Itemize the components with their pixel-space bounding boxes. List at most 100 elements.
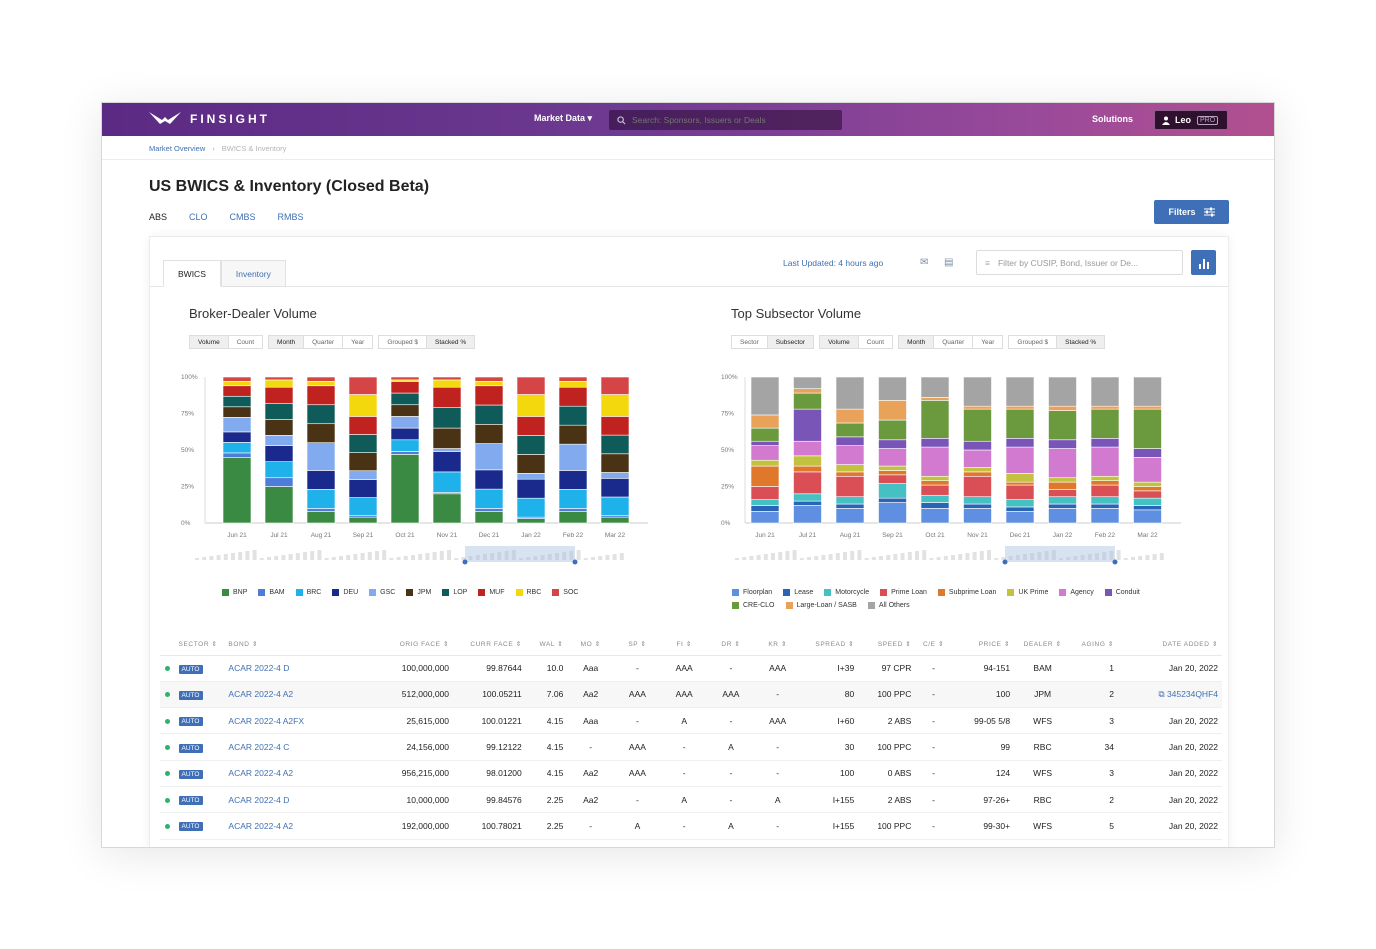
toggle-charts-button[interactable] [1191,250,1216,275]
email-icon[interactable]: ✉ [920,257,929,268]
legend-item[interactable]: All Others [867,602,910,609]
column-header-spread[interactable]: SPREAD ⇕ [801,633,859,656]
legend-item[interactable]: Large-Loan / SASB [785,602,857,609]
bond-link[interactable]: ACAR 2022-4 D [228,794,290,805]
column-header-speed[interactable]: SPEED ⇕ [858,633,916,656]
toggle-stacked-[interactable]: Stacked % [1056,335,1106,349]
column-header-dealer[interactable]: DEALER ⇕ [1014,633,1072,656]
cell-bond[interactable]: ACAR 2022-4 D [224,786,381,814]
legend-item[interactable]: SOC [552,589,578,596]
bar-segment [1090,508,1120,524]
table-row[interactable]: AUTO ACAR 2022-4 A2 512,000,000 100.05211 7.… [160,681,1222,709]
legend-item[interactable]: RBC [515,589,541,596]
column-header-date-added[interactable]: DATE ADDED ⇕ [1117,633,1222,656]
legend-item[interactable]: GSC [369,589,395,596]
toggle-volume[interactable]: Volume [189,335,229,349]
legend-item[interactable]: DEU [332,589,358,596]
bond-link[interactable]: ACAR 2022-4 A2 [228,768,294,779]
toggle-grouped-[interactable]: Grouped $ [1008,335,1058,349]
bond-link[interactable]: ACAR 2022-4 C [228,742,290,753]
legend-item[interactable]: BNP [222,589,247,596]
tab-rmbs[interactable]: RMBS [277,212,304,222]
legend-item[interactable]: BRC [295,589,321,596]
cusip-link[interactable]: 345234QHF4 [1166,688,1218,699]
toggle-count[interactable]: Count [227,335,264,349]
column-header-sp[interactable]: SP ⇕ [614,633,661,656]
toggle-year[interactable]: Year [342,335,374,349]
search-input[interactable] [632,115,832,125]
copy-icon[interactable]: ⧉ [1158,688,1167,699]
legend-item[interactable]: CRE-CLO [732,602,775,609]
toggle-sector[interactable]: Sector [731,335,768,349]
global-search[interactable] [609,110,842,130]
legend-item[interactable]: MUF [478,589,505,596]
legend-item[interactable]: Lease [783,589,813,596]
bar-segment [1048,477,1077,483]
column-header-sector[interactable]: SECTOR ⇕ [174,633,225,656]
table-row[interactable]: AUTO ACAR 2022-4 D 10,000,000 99.84576 2.25 A… [160,786,1222,814]
table-row[interactable]: AUTO ACAR 2022-4 A2 956,215,000 98.01200 4.1… [160,760,1222,787]
cell-bond[interactable]: ACAR 2022-4 C [224,733,381,761]
tab-abs[interactable]: ABS [149,212,168,222]
cell-date[interactable]: ⧉ 345234QHF4 [1117,681,1222,709]
toggle-quarter[interactable]: Quarter [303,335,344,349]
tab-inventory[interactable]: Inventory [220,260,286,287]
cell-bond[interactable]: ACAR 2022-4 A2FX [224,707,381,735]
filters-button[interactable]: Filters [1154,200,1229,224]
legend-item[interactable]: Conduit [1104,589,1140,596]
table-filter-input[interactable]: ≡ Filter by CUSIP, Bond, Issuer or De... [976,250,1183,275]
toggle-month[interactable]: Month [898,335,935,349]
legend-item[interactable]: BAM [258,589,285,596]
column-header-wal[interactable]: WAL ⇕ [525,633,568,656]
bond-link[interactable]: ACAR 2022-4 D [228,663,290,674]
user-menu[interactable]: Leo PRO [1154,110,1228,130]
market-data-menu[interactable]: Market Data ▾ [534,113,593,123]
column-header-c-e[interactable]: C/E ⇕ [915,633,952,656]
toggle-month[interactable]: Month [268,335,305,349]
bond-link[interactable]: ACAR 2022-4 A2 [228,689,294,700]
column-header-aging[interactable]: AGING ⇕ [1071,633,1118,656]
legend-item[interactable]: UK Prime [1007,589,1048,596]
table-row[interactable]: AUTO ACAR 2022-4 A2FX 25,615,000 100.01221 4… [160,707,1222,735]
toggle-subsector[interactable]: Subsector [766,335,815,349]
column-header-orig-face[interactable]: ORIG FACE ⇕ [380,633,454,656]
column-header-dr[interactable]: DR ⇕ [707,633,755,656]
toggle-stacked-[interactable]: Stacked % [426,335,476,349]
toggle-grouped-[interactable]: Grouped $ [378,335,428,349]
cell-bond[interactable]: ACAR 2022-4 D [224,655,381,682]
legend-item[interactable]: Prime Loan [880,589,927,596]
column-header-kr[interactable]: KR ⇕ [754,633,802,656]
cell-bond[interactable]: ACAR 2022-4 A2 [224,760,381,787]
logo[interactable]: FINSIGHT [148,110,270,128]
column-header-bond[interactable]: BOND ⇕ [224,633,381,656]
table-row[interactable]: AUTO ACAR 2022-4 A2 192,000,000 100.78021 2.… [160,812,1222,840]
column-header-curr-face[interactable]: CURR FACE ⇕ [453,633,526,656]
toggle-count[interactable]: Count [857,335,894,349]
search-icon [617,115,626,125]
bond-link[interactable]: ACAR 2022-4 A2 [228,820,294,831]
tab-cmbs[interactable]: CMBS [229,212,256,222]
bond-link[interactable]: ACAR 2022-4 A2FX [228,715,305,726]
breadcrumb-root[interactable]: Market Overview [149,144,206,153]
table-row[interactable]: AUTO ACAR 2022-4 C 24,156,000 99.12122 4.15-… [160,733,1222,761]
column-header-price[interactable]: PRICE ⇕ [951,633,1015,656]
cell-bond[interactable]: ACAR 2022-4 A2 [224,812,381,840]
legend-item[interactable]: Motorcycle [824,589,869,596]
legend-item[interactable]: Agency [1059,589,1094,596]
legend-item[interactable]: Floorplan [732,589,772,596]
column-header-fi[interactable]: FI ⇕ [660,633,708,656]
toggle-year[interactable]: Year [972,335,1004,349]
tab-clo[interactable]: CLO [189,212,208,222]
toggle-volume[interactable]: Volume [819,335,859,349]
export-xls-icon[interactable]: ▤ [944,257,954,268]
table-row[interactable]: AUTO ACAR 2022-4 D 100,000,000 99.87644 10.0… [160,655,1222,682]
legend-item[interactable]: LOP [442,589,467,596]
cell-bond[interactable]: ACAR 2022-4 A2 [224,681,381,709]
bar-segment [1133,509,1162,524]
toggle-quarter[interactable]: Quarter [933,335,974,349]
legend-item[interactable]: Subprime Loan [937,589,996,596]
tab-bwics[interactable]: BWICS [163,260,221,287]
column-header-mo[interactable]: MO ⇕ [567,633,615,656]
solutions-link[interactable]: Solutions [1092,114,1133,124]
legend-item[interactable]: JPM [406,589,431,596]
